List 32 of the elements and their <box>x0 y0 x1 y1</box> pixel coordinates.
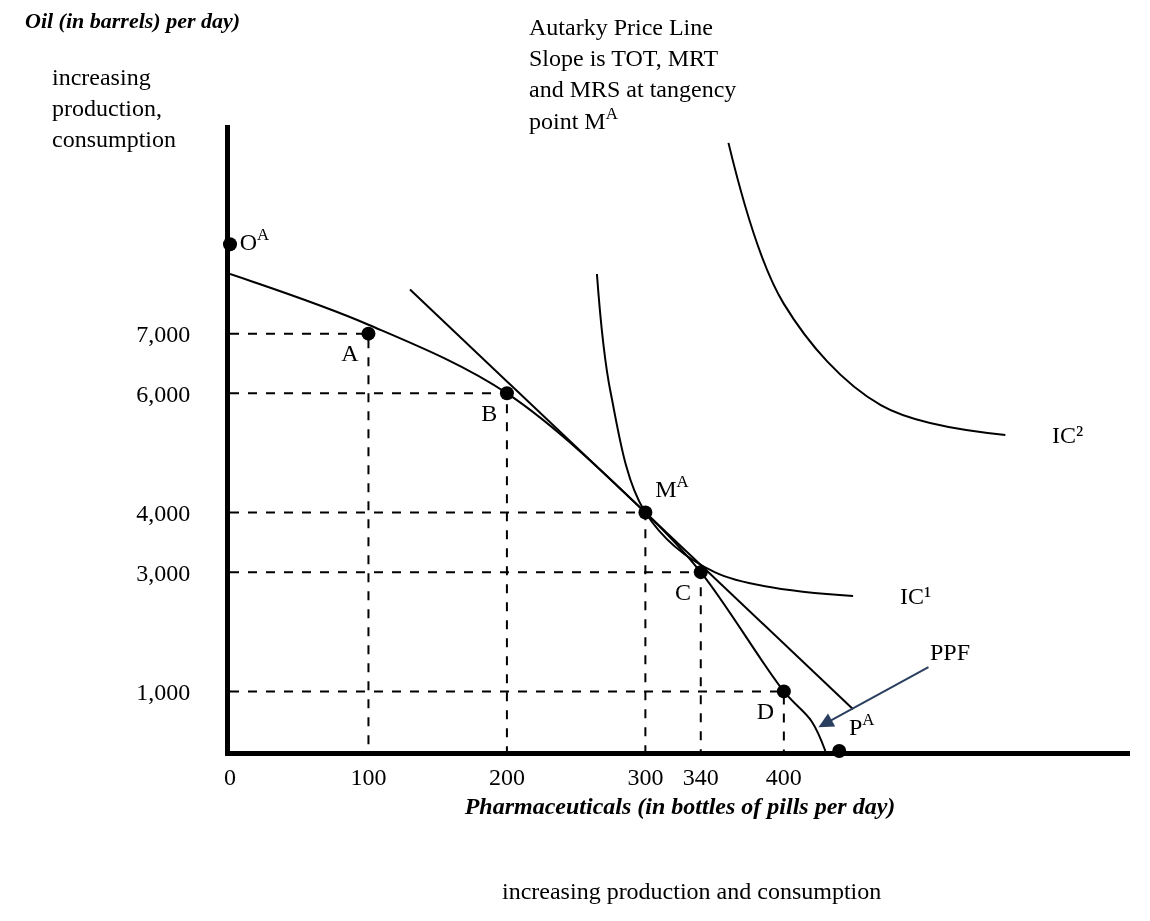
y-tick-label: 7,000 <box>136 321 191 348</box>
data-label: P$^{A}$ <box>848 710 875 741</box>
data-label: C <box>675 578 692 605</box>
annotation: Autarky Price Line Slope is TOT, MRT and MRS at tangency point M$^{A}$ <box>529 14 737 134</box>
series-label: IC¹ <box>900 583 932 609</box>
data-label: A <box>341 340 360 367</box>
series-label: IC² <box>1052 422 1084 448</box>
data-label: B <box>481 400 498 427</box>
x-tick-label: 300 <box>627 763 664 790</box>
point <box>499 386 514 401</box>
line-series <box>727 141 1007 437</box>
x-tick-label: 200 <box>488 763 525 790</box>
point <box>638 505 653 520</box>
x-tick-label: 0 <box>224 763 236 790</box>
y-tick-label: 1,000 <box>136 678 191 705</box>
data-label: O$^{A}$ <box>239 225 270 256</box>
y-tick-label: 3,000 <box>136 559 191 586</box>
data-label: D <box>756 698 775 725</box>
point <box>776 684 791 699</box>
text: increasing production and consumption <box>502 878 882 904</box>
annotation: PPF <box>930 639 971 665</box>
y-axis-title: Oil (in barrels) per day) <box>25 8 241 33</box>
text: increasing production, consumption <box>52 64 176 153</box>
y-tick-label: 6,000 <box>136 380 191 407</box>
x-tick-label: 340 <box>682 763 719 790</box>
y-tick-label: 4,000 <box>136 499 191 526</box>
data-label: M$^{A}$ <box>655 471 689 502</box>
point <box>693 565 708 580</box>
x-axis-title: Pharmaceuticals (in bottles of pills per day) <box>463 793 896 820</box>
x-tick-label: 100 <box>350 763 387 790</box>
x-tick-label: 400 <box>765 763 802 790</box>
point <box>361 326 376 341</box>
